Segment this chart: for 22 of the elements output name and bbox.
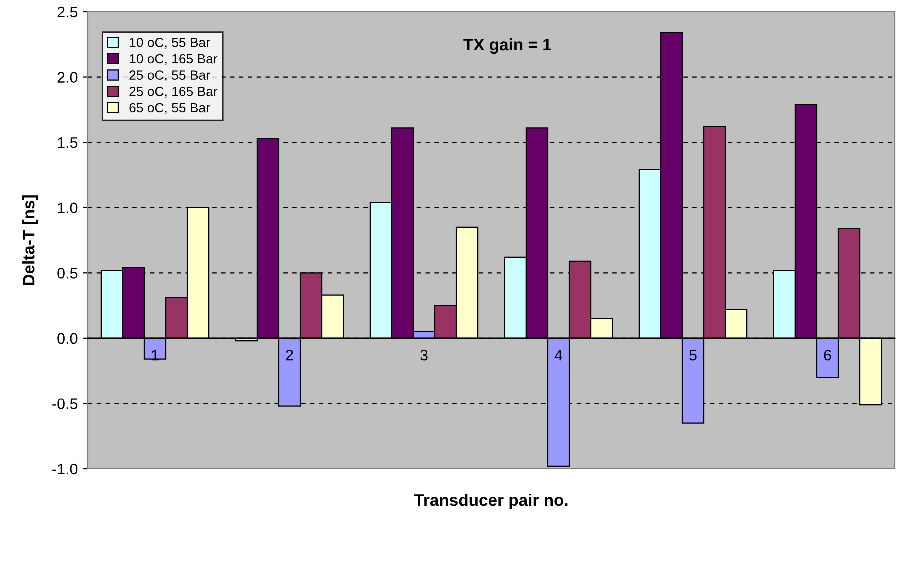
x-tick-label: 3	[420, 350, 428, 361]
legend-label: 25 oC, 165 Bar	[130, 86, 218, 98]
y-tick-label: -1.0	[52, 464, 78, 475]
legend-label: 10 oC, 55 Bar	[130, 38, 210, 49]
x-tick-label: 6	[824, 350, 832, 361]
x-tick-label: 4	[554, 350, 563, 361]
legend-label: 65 oC, 55 Bar	[130, 103, 210, 114]
y-tick-label: -0.5	[52, 398, 78, 410]
y-tick-label: 0.5	[58, 268, 78, 279]
legend-label: 10 oC, 165 Bar	[130, 54, 218, 66]
x-tick-label: 5	[690, 350, 697, 361]
legend-label: 25 oC, 55 Bar	[130, 70, 210, 82]
y-axis-title: Delta-T [ns]	[22, 196, 38, 286]
y-tick-label: 2.5	[58, 6, 78, 18]
annotation: TX gain = 1	[464, 38, 552, 54]
x-tick-label: 1	[152, 350, 159, 361]
y-tick-label: 1.5	[58, 138, 78, 148]
y-tick-label: 2.0	[58, 72, 78, 83]
x-tick-label: 2	[286, 350, 294, 361]
y-tick-label: 0.0	[58, 333, 78, 344]
y-tick-label: 1.0	[58, 202, 78, 214]
x-axis-title: Transducer pair no.	[414, 494, 568, 510]
